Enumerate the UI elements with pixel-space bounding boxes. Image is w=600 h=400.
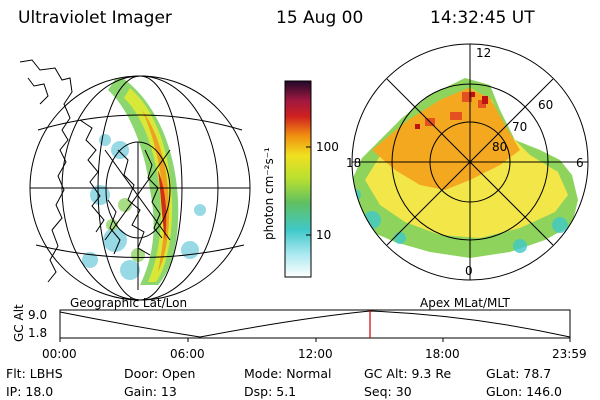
coastline-north-america: [19, 59, 73, 283]
polar-plot: [351, 43, 589, 281]
info-ip: IP: 18.0: [6, 384, 54, 399]
instrument-title: Ultraviolet Imager: [18, 8, 172, 28]
alt-ytick-9: 9.0: [28, 308, 48, 322]
info-filter: Flt: LBHS: [6, 366, 63, 381]
orbit-altitude-curve: [59, 310, 571, 338]
mlat-label-70: 70: [512, 120, 528, 134]
info-dsp: Dsp: 5.1: [244, 384, 297, 399]
altitude-plot: [59, 309, 571, 342]
info-gain: Gain: 13: [124, 384, 177, 399]
time-label: 14:32:45 UT: [430, 8, 535, 28]
aurora-mid: [124, 88, 173, 282]
alt-xtick-0600: 06:00: [170, 347, 205, 361]
alt-xtick-1200: 12:00: [298, 347, 333, 361]
mlt-label-12: 12: [476, 46, 492, 60]
info-gc-alt: GC Alt: 9.3 Re: [364, 366, 452, 381]
date-label: 15 Aug 00: [276, 8, 364, 28]
alt-xtick-2359: 23:59: [552, 347, 587, 361]
polar-panel-label: Apex MLat/MLT: [420, 296, 510, 310]
geographic-map: [19, 59, 251, 301]
coastline-greenland: [117, 149, 151, 256]
geo-panel-label: Geographic Lat/Lon: [70, 296, 188, 310]
mlat-label-60: 60: [538, 98, 554, 112]
alt-xtick-0000: 00:00: [42, 347, 77, 361]
info-door: Door: Open: [124, 366, 196, 381]
mlt-label-0: 0: [465, 264, 473, 278]
colorbar-tick-100: 100: [316, 140, 339, 154]
info-glon: GLon: 146.0: [486, 384, 562, 399]
alt-xtick-1800: 18:00: [425, 347, 460, 361]
mlat-label-80: 80: [492, 140, 508, 154]
info-seq: Seq: 30: [364, 384, 412, 399]
polar-emission-core: [372, 88, 520, 190]
alt-ytick-1.8: 1.8: [28, 326, 48, 340]
info-mode: Mode: Normal: [244, 366, 332, 381]
mlt-label-6: 6: [576, 156, 584, 170]
info-glat: GLat: 78.7: [486, 366, 552, 381]
colorbar-unit-label: photon cm⁻²s⁻¹: [262, 147, 276, 240]
colorbar-tick-10: 10: [316, 228, 332, 242]
mlt-label-18: 18: [346, 156, 362, 170]
alt-ylabel: GC Alt: [12, 304, 26, 342]
colorbar: [284, 80, 312, 278]
